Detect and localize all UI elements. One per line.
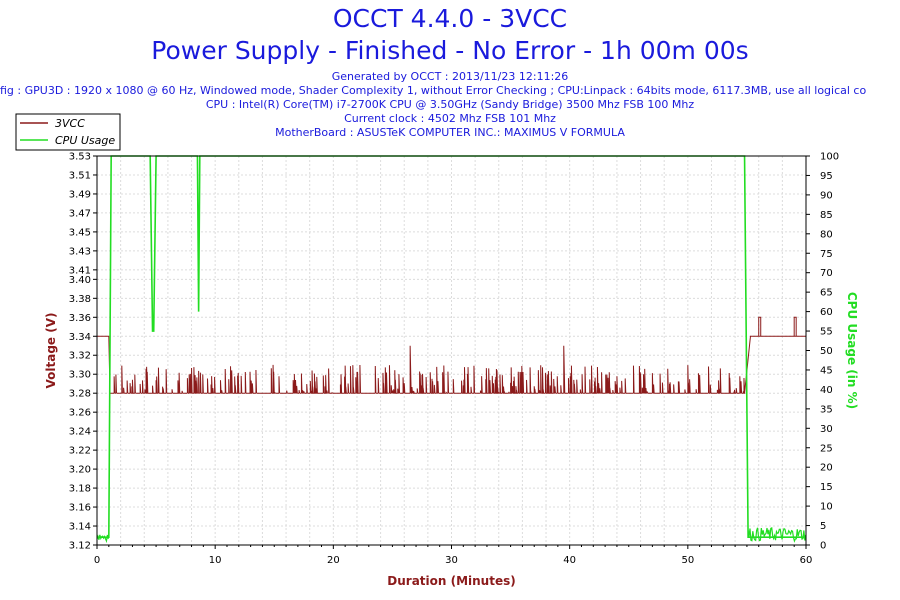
y2-tick-label-15: 75 (820, 249, 833, 260)
y-tick-label-13: 3.38 (69, 294, 91, 305)
x-tick-label-4: 40 (563, 555, 576, 566)
y2-tick-label-18: 90 (820, 190, 833, 201)
y2-tick-label-14: 70 (820, 268, 833, 279)
series-line-3vcc (97, 316, 806, 394)
series-line-cpu-usage-idle (96, 526, 807, 544)
y-tick-label-10: 3.32 (69, 351, 91, 362)
x-tick-label-5: 50 (681, 555, 694, 566)
config-info: fig : GPU3D : 1920 x 1080 @ 60 Hz, Windo… (0, 84, 867, 97)
y2-tick-label-9: 45 (820, 365, 833, 376)
legend-label-3vcc: 3VCC (55, 117, 85, 130)
y2-tick-label-12: 60 (820, 307, 833, 318)
y2-tick-label-6: 30 (820, 424, 833, 435)
y2-tick-label-17: 85 (820, 210, 833, 221)
y-tick-label-4: 3.20 (69, 465, 91, 476)
y2-tick-label-20: 100 (820, 152, 839, 163)
y-tick-label-19: 3.49 (69, 189, 91, 200)
y-axis-title: Voltage (V) (44, 313, 58, 389)
y-tick-label-3: 3.18 (69, 484, 91, 495)
y2-tick-label-0: 0 (820, 541, 826, 552)
y-tick-label-15: 3.41 (69, 265, 91, 276)
x-tick-label-3: 30 (445, 555, 458, 566)
grid-lines (97, 155, 806, 546)
y-tick-label-14: 3.40 (69, 275, 91, 286)
legend-label-cpu-usage: CPU Usage (55, 134, 115, 147)
y-tick-label-18: 3.47 (69, 208, 91, 219)
x-tick-label-6: 60 (800, 555, 813, 566)
legend: 3VCC CPU Usage (15, 113, 121, 151)
generated-info: Generated by OCCT : 2013/11/23 12:11:26 (331, 70, 569, 83)
chart-title-line1: OCCT 4.4.0 - 3VCC (332, 4, 568, 33)
y2-tick-label-11: 55 (820, 327, 833, 338)
clock-info: Current clock : 4502 Mhz FSB 101 Mhz (344, 112, 556, 125)
y2-tick-label-3: 15 (820, 482, 833, 493)
x-axis: 0 10 20 30 40 50 60 (94, 545, 813, 566)
y2-tick-label-19: 95 (820, 171, 833, 182)
y2-tick-label-7: 35 (820, 404, 833, 415)
x-tick-label-0: 0 (94, 555, 100, 566)
y-tick-label-9: 3.30 (69, 370, 91, 381)
right-axis: 0 5 10 15 20 25 30 35 40 45 50 55 60 65 70 75 80 85 90 95 10… (806, 152, 839, 552)
y-tick-label-12: 3.36 (69, 313, 91, 324)
y-tick-label-16: 3.43 (69, 246, 91, 257)
chart-title-line2: Power Supply - Finished - No Error - 1h … (151, 36, 749, 65)
y2-tick-label-10: 50 (820, 346, 833, 357)
x-tick-label-1: 10 (209, 555, 222, 566)
x-tick-label-2: 20 (327, 555, 340, 566)
x-axis-title: Duration (Minutes) (387, 574, 515, 588)
y-tick-label-5: 3.22 (69, 446, 91, 457)
y-tick-label-17: 3.45 (69, 227, 91, 238)
y-tick-label-21: 3.53 (69, 152, 91, 163)
y2-tick-label-2: 10 (820, 502, 833, 513)
y-tick-label-1: 3.14 (69, 522, 91, 533)
y2-tick-label-13: 65 (820, 288, 833, 299)
cpu-info: CPU : Intel(R) Core(TM) i7-2700K CPU @ 3… (205, 98, 695, 111)
legend-box (15, 113, 121, 151)
y-tick-label-7: 3.26 (69, 408, 91, 419)
y2-tick-label-5: 25 (820, 443, 833, 454)
y-tick-label-8: 3.28 (69, 389, 91, 400)
y2-tick-label-1: 5 (820, 521, 826, 532)
y-tick-label-6: 3.24 (69, 427, 91, 438)
y-tick-label-0: 3.12 (69, 541, 91, 552)
y-tick-label-20: 3.51 (69, 170, 91, 181)
y2-axis-title: CPU Usage (in %) (845, 292, 859, 409)
y2-tick-label-16: 80 (820, 229, 833, 240)
y-tick-label-11: 3.34 (69, 332, 91, 343)
motherboard-info: MotherBoard : ASUSTeK COMPUTER INC.: MAX… (275, 126, 625, 139)
y-tick-label-2: 3.16 (69, 503, 91, 514)
y2-tick-label-8: 40 (820, 385, 833, 396)
plot-frame (96, 155, 807, 546)
y2-tick-label-4: 20 (820, 463, 833, 474)
left-axis: 3.12 3.14 3.16 3.18 3.20 3.22 3.24 3.26 3.28 3.30… (69, 152, 97, 552)
